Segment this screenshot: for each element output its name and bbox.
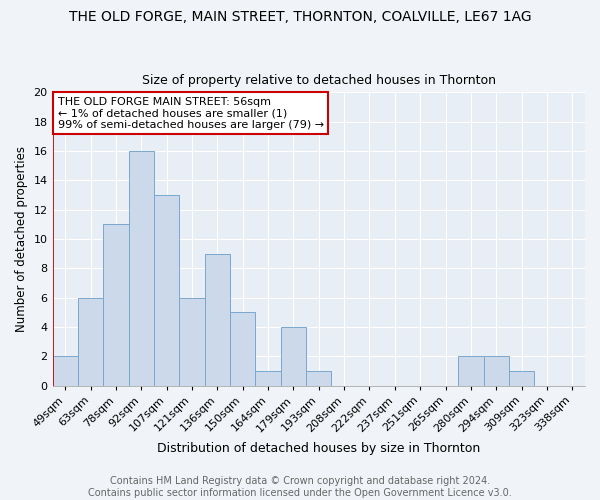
Bar: [103, 224, 128, 386]
Bar: [154, 195, 179, 386]
Bar: [78, 298, 103, 386]
Bar: [256, 371, 281, 386]
Bar: [306, 371, 331, 386]
Text: THE OLD FORGE, MAIN STREET, THORNTON, COALVILLE, LE67 1AG: THE OLD FORGE, MAIN STREET, THORNTON, CO…: [68, 10, 532, 24]
Bar: [458, 356, 484, 386]
Text: THE OLD FORGE MAIN STREET: 56sqm
← 1% of detached houses are smaller (1)
99% of : THE OLD FORGE MAIN STREET: 56sqm ← 1% of…: [58, 96, 324, 130]
Bar: [179, 298, 205, 386]
Bar: [128, 151, 154, 386]
Bar: [281, 327, 306, 386]
Bar: [230, 312, 256, 386]
Bar: [509, 371, 534, 386]
Bar: [205, 254, 230, 386]
Bar: [53, 356, 78, 386]
X-axis label: Distribution of detached houses by size in Thornton: Distribution of detached houses by size …: [157, 442, 481, 455]
Y-axis label: Number of detached properties: Number of detached properties: [15, 146, 28, 332]
Text: Contains HM Land Registry data © Crown copyright and database right 2024.
Contai: Contains HM Land Registry data © Crown c…: [88, 476, 512, 498]
Title: Size of property relative to detached houses in Thornton: Size of property relative to detached ho…: [142, 74, 496, 87]
Bar: [484, 356, 509, 386]
